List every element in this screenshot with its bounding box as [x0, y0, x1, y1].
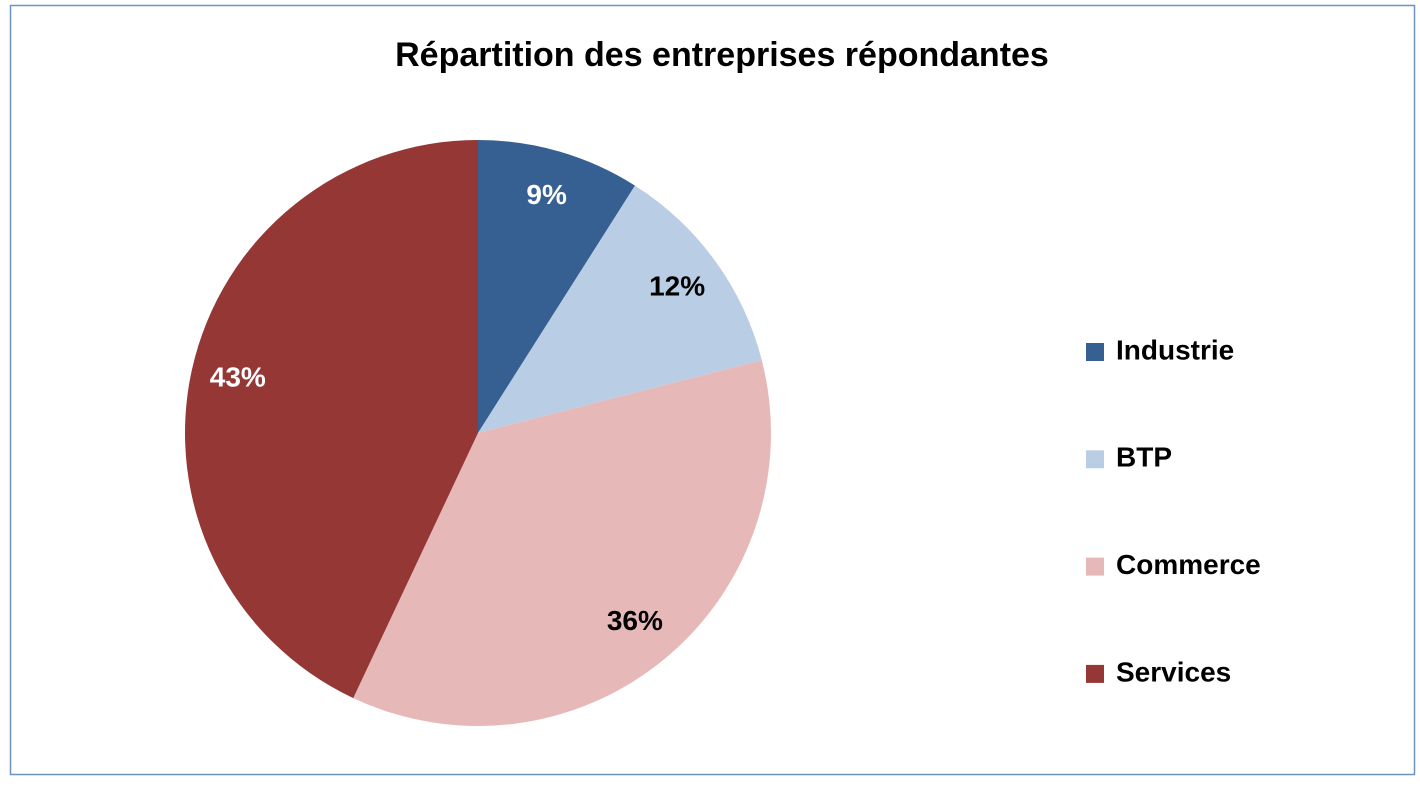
pie-slice — [478, 185, 762, 433]
pie-slice — [478, 140, 635, 433]
legend-label: BTP — [1116, 442, 1172, 473]
legend-swatch — [1086, 557, 1104, 576]
legend-label: Industrie — [1116, 334, 1234, 365]
legend-swatch — [1086, 343, 1104, 361]
pie-slice — [353, 360, 771, 726]
legend-label: Services — [1116, 656, 1231, 687]
legend-swatch — [1086, 450, 1104, 469]
legend-swatch — [1086, 664, 1104, 683]
data-label: 12% — [649, 271, 705, 302]
legend-label: Commerce — [1116, 549, 1261, 580]
data-label: 43% — [210, 362, 266, 393]
data-label: 36% — [607, 605, 663, 636]
pie-slice — [185, 139, 478, 699]
chart-title: Répartition des entreprises répondantes — [395, 36, 1049, 74]
data-label: 9% — [526, 179, 567, 210]
